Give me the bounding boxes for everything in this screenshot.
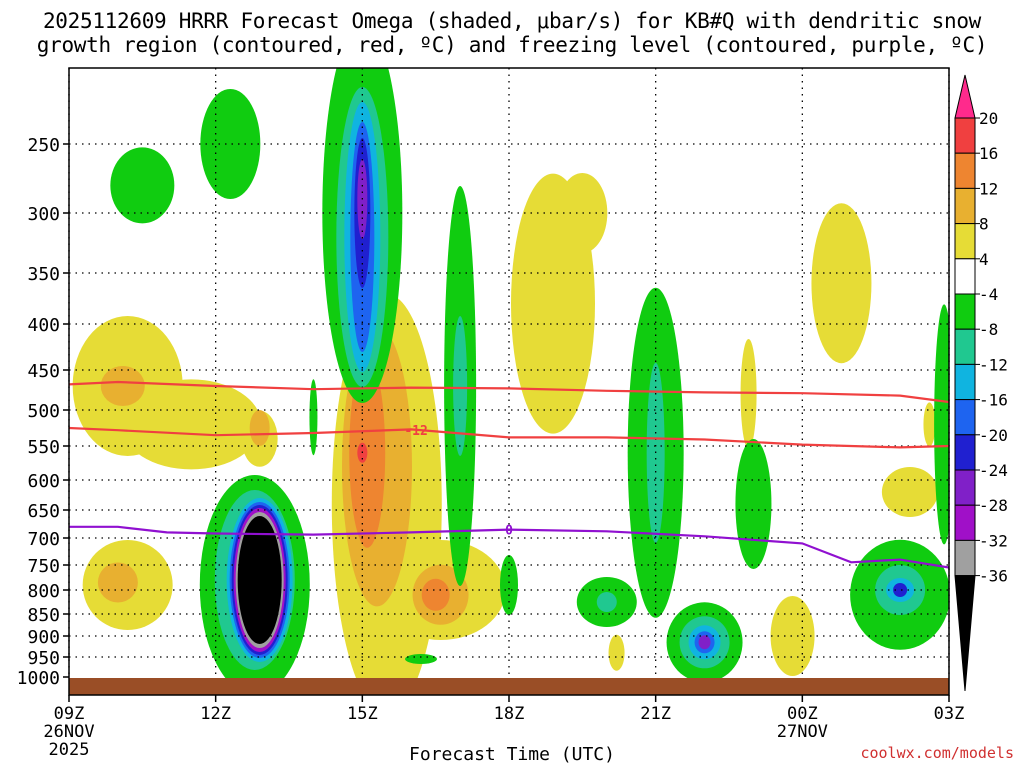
colorbar-label-1: 16 — [979, 144, 998, 163]
colorbar-swatch-4 — [954, 223, 976, 260]
omega-area-right-dblue — [893, 583, 908, 597]
colorbar-label-8: -16 — [979, 391, 1008, 410]
colorbar-label-6: -8 — [979, 320, 998, 339]
y-tick-label-650: 650 — [27, 501, 60, 522]
colorbar-swatch-2 — [954, 152, 976, 189]
y-tick-label-750: 750 — [27, 556, 60, 577]
omega-area-20z-low — [608, 634, 625, 671]
x-tick-label-12Z: 12Z — [200, 704, 231, 724]
omega-area-lower-left-core — [97, 562, 138, 603]
colorbar-swatch-8 — [954, 363, 976, 401]
omega-area-20z-teal — [596, 592, 617, 612]
x-tick-label-21Z: 21Z — [640, 704, 671, 724]
x-tick-label-03Z: 03Z — [934, 704, 965, 724]
colorbar-swatch-11 — [954, 469, 976, 506]
omega-area-17z-teal — [453, 316, 468, 456]
colorbar-label-10: -24 — [979, 461, 1008, 480]
x-date-label-09Z: 26NOV — [43, 722, 94, 742]
x-tick-label-09Z: 09Z — [54, 704, 85, 724]
colorbar-label-12: -32 — [979, 531, 1008, 550]
colorbar-label-9: -20 — [979, 426, 1008, 445]
colorbar-swatch-3 — [954, 187, 976, 225]
y-tick-label-250: 250 — [27, 135, 60, 156]
y-tick-label-550: 550 — [27, 437, 60, 458]
y-tick-label-700: 700 — [27, 529, 60, 550]
contour-freezing-level — [69, 525, 949, 569]
colorbar-label-3: 8 — [979, 215, 989, 234]
omega-area-edge-green — [934, 304, 949, 545]
colorbar-swatch-7 — [954, 328, 976, 365]
y-tick-label-500: 500 — [27, 401, 60, 422]
y-tick-label-950: 950 — [27, 648, 60, 669]
ground-surface-bar — [69, 678, 949, 695]
colorbar-swatch-10 — [954, 434, 976, 471]
chart-title-line-2: growth region (contoured, red, ºC) and f… — [36, 33, 988, 57]
contour-label-freezing-level: 0 — [505, 524, 513, 539]
x-axis-label: Forecast Time (UTC) — [409, 744, 615, 765]
omega-area-19z-top — [557, 173, 608, 253]
omega-area-18z-small — [500, 555, 518, 615]
omega-area-22z-purple — [698, 635, 711, 650]
x-tick-label-15Z: 15Z — [347, 704, 378, 724]
omega-area-23z-green — [735, 439, 772, 569]
colorbar-swatch-13 — [954, 539, 976, 577]
omega-area-left-mid — [121, 379, 262, 470]
chart-title-line-1: 2025112609 HRRR Forecast Omega (shaded, … — [42, 9, 982, 33]
omega-area-upper-green-mid — [200, 89, 261, 199]
colorbar-label-11: -28 — [979, 496, 1008, 515]
colorbar-label-0: 20 — [979, 109, 998, 128]
y-tick-label-1000: 1000 — [17, 668, 60, 689]
omega-area-00z-upper — [811, 203, 872, 364]
y-tick-label-850: 850 — [27, 605, 60, 626]
x-tick-label-18Z: 18Z — [494, 704, 525, 724]
y-tick-label-900: 900 — [27, 627, 60, 648]
x-tick-label-00Z: 00Z — [787, 704, 818, 724]
y-tick-label-350: 350 — [27, 264, 60, 285]
colorbar-swatch-1 — [954, 117, 976, 154]
colorbar-swatch-5 — [954, 258, 976, 295]
contour-label-dendritic-lower: -12 — [404, 424, 427, 439]
omega-area-14z-thin — [309, 379, 318, 456]
colorbar-label-5: -4 — [979, 285, 998, 304]
omega-area-16z-strong — [421, 578, 450, 611]
colorbar-label-7: -12 — [979, 355, 1008, 374]
y-tick-label-450: 450 — [27, 361, 60, 382]
omega-area-right-mid — [881, 467, 938, 517]
y-tick-label-800: 800 — [27, 581, 60, 602]
omega-area-22z-thin — [740, 339, 757, 449]
colorbar-swatch-12 — [954, 504, 976, 541]
colorbar-label-13: -36 — [979, 567, 1008, 586]
contour-dendritic-upper — [69, 380, 949, 404]
omega-area-upper-left-core — [100, 366, 145, 406]
omega-area-13z-black — [237, 516, 282, 644]
colorbar-top-arrow — [954, 74, 976, 119]
colorbar-swatch-6 — [954, 293, 976, 330]
colorbar-label-4: 4 — [979, 250, 989, 269]
contour-dendritic-lower — [69, 426, 949, 449]
omega-area-upper-green-left — [110, 147, 175, 224]
credit-text: coolwx.com/models — [860, 744, 1014, 762]
x-date-label-00Z: 27NOV — [777, 722, 828, 742]
y-tick-label-600: 600 — [27, 471, 60, 492]
x-year-label-09Z: 2025 — [49, 740, 90, 760]
y-tick-label-400: 400 — [27, 315, 60, 336]
colorbar-label-2: 12 — [979, 179, 998, 198]
omega-area-16z-sliver — [405, 654, 437, 664]
omega-area-13z-core — [249, 410, 270, 446]
colorbar-bottom-arrow — [954, 575, 976, 692]
y-tick-label-300: 300 — [27, 204, 60, 225]
omega-area-23z-low — [770, 596, 815, 676]
colorbar-swatch-9 — [954, 399, 976, 436]
omega-area-right-small — [923, 402, 936, 447]
